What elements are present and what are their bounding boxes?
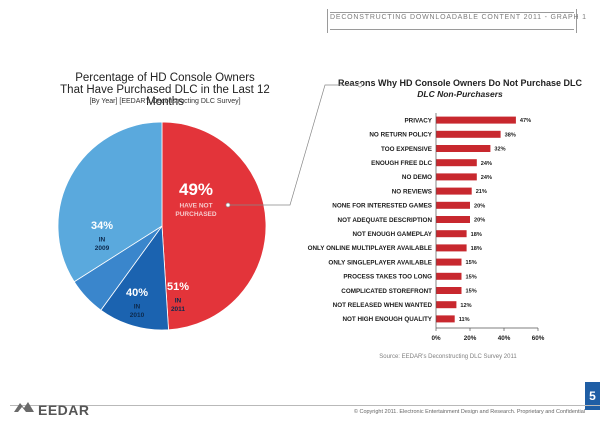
bar-category-label-not-adequate-description: NOT ADEQUATE DESCRIPTION xyxy=(338,217,433,224)
pie-slice-in-2009 xyxy=(57,121,163,283)
eedar-logo-text: EEDAR xyxy=(38,402,90,418)
connector-end-dot xyxy=(357,82,363,88)
bar-value-label-not-enough-gameplay: 18% xyxy=(471,232,482,238)
pie-label-value-in-2009: 34% xyxy=(91,220,113,232)
bar-not-enough-gameplay xyxy=(436,230,467,238)
pie-title-line1: Percentage of HD Console Owners xyxy=(75,72,255,84)
bar-category-label-only-online-multiplayer-available: ONLY ONLINE MULTIPLAYER AVAILABLE xyxy=(308,245,432,252)
bar-chart: PRIVACY 47% NO RETURN POLICY 38% TOO EXPENSI… xyxy=(308,113,545,342)
bar-value-label-complicated-storefront: 15% xyxy=(466,289,477,295)
pie-label-line1-in-2011: IN xyxy=(175,298,182,305)
bar-not-released-when-wanted xyxy=(436,301,457,309)
bar-value-label-no-demo: 24% xyxy=(481,175,492,181)
bar-none-for-interested-games xyxy=(436,201,470,209)
bar-value-label-not-adequate-description: 20% xyxy=(474,218,485,224)
bar-x-tick-label-40: 40% xyxy=(498,335,511,342)
bar-only-online-multiplayer-available xyxy=(436,244,467,252)
bar-category-label-no-return-policy: NO RETURN POLICY xyxy=(369,132,432,139)
bar-category-label-not-high-enough-quality: NOT HIGH ENOUGH QUALITY xyxy=(342,316,432,323)
copyright-text: © Copyright 2011. Electronic Entertainme… xyxy=(353,409,585,415)
bar-category-label-process-takes-too-long: PROCESS TAKES TOO LONG xyxy=(343,274,432,281)
bar-category-label-only-singleplayer-available: ONLY SINGLEPLAYER AVAILABLE xyxy=(328,259,432,266)
bar-no-demo xyxy=(436,173,477,181)
pie-label-line2-in-2009: 2009 xyxy=(95,245,110,252)
page-header-title: DECONSTRUCTING DOWNLOADABLE CONTENT 2011… xyxy=(330,14,587,21)
bar-value-label-none-for-interested-games: 20% xyxy=(474,203,485,209)
bar-too-expensive xyxy=(436,145,491,152)
bar-value-label-enough-free-dlc: 24% xyxy=(481,161,492,167)
pie-label-value-have-not-purchased: 49% xyxy=(179,180,213,199)
bar-value-label-no-return-policy: 38% xyxy=(505,132,516,138)
bar-category-label-not-enough-gameplay: NOT ENOUGH GAMEPLAY xyxy=(352,231,432,238)
bar-value-label-privacy: 47% xyxy=(520,118,531,124)
bar-category-label-none-for-interested-games: NONE FOR INTERESTED GAMES xyxy=(332,203,432,210)
pie-to-bar-connector xyxy=(225,82,363,208)
pie-chart-subtitle: [By Year] [EEDAR's Deconstructing DLC Su… xyxy=(89,98,241,105)
bar-process-takes-too-long xyxy=(436,272,462,280)
bar-value-label-process-takes-too-long: 15% xyxy=(466,274,477,280)
pie-label-line2-in-2011: 2011 xyxy=(171,306,185,313)
pie-title-line2: That Have Purchased DLC in the Last 12 M… xyxy=(60,84,270,108)
pie-label-value-in-2011: 51% xyxy=(167,281,189,293)
header-frame xyxy=(327,9,577,33)
bar-category-label-privacy: PRIVACY xyxy=(404,117,432,124)
bar-x-tick-label-0: 0% xyxy=(431,335,441,342)
bar-not-adequate-description xyxy=(436,216,470,223)
bar-category-label-not-released-when-wanted: NOT RELEASED WHEN WANTED xyxy=(333,302,433,309)
bar-value-label-only-singleplayer-available: 15% xyxy=(466,260,477,266)
pie-chart-title: Percentage of HD Console Owners That Hav… xyxy=(50,72,280,108)
bar-complicated-storefront xyxy=(436,287,462,294)
bar-category-label-too-expensive: TOO EXPENSIVE xyxy=(381,146,432,153)
pie-label-line1-in-2010: IN xyxy=(134,304,141,311)
bar-enough-free-dlc xyxy=(436,159,477,167)
pie-chart: 49%HAVE NOTPURCHASED51%IN201140%IN201034… xyxy=(57,121,267,331)
bar-privacy xyxy=(436,116,516,124)
page-number-badge: 5 xyxy=(585,382,600,410)
bar-chart-source: Source: EEDAR's Deconstructing DLC Surve… xyxy=(379,354,517,360)
bar-no-return-policy xyxy=(436,130,501,138)
pie-slice-in-2011 xyxy=(100,224,169,331)
pie-label-line1-in-2009: IN xyxy=(99,237,106,244)
bar-value-label-no-reviews: 21% xyxy=(476,189,487,195)
pie-label-line2-have-not-purchased: PURCHASED xyxy=(175,211,216,218)
bar-only-singleplayer-available xyxy=(436,258,462,266)
connector-line xyxy=(228,84,360,206)
bar-category-label-no-demo: NO DEMO xyxy=(402,174,432,181)
bar-value-label-only-online-multiplayer-available: 18% xyxy=(471,246,482,252)
pie-label-line2-in-2010: 2010 xyxy=(130,312,145,319)
bar-category-label-enough-free-dlc: ENOUGH FREE DLC xyxy=(371,160,432,167)
bar-category-label-no-reviews: NO REVIEWS xyxy=(392,188,432,195)
pie-label-line1-have-not-purchased: HAVE NOT xyxy=(179,203,212,210)
bar-x-tick-label-60: 60% xyxy=(532,335,545,342)
footer-divider xyxy=(10,405,600,406)
bar-category-label-complicated-storefront: COMPLICATED STOREFRONT xyxy=(341,288,432,295)
bar-value-label-too-expensive: 32% xyxy=(494,147,505,153)
connector-start-dot xyxy=(225,202,231,208)
bar-x-tick-label-20: 20% xyxy=(464,335,477,342)
bar-chart-subtitle: DLC Non-Purchasers xyxy=(417,89,503,99)
bar-not-high-enough-quality xyxy=(436,315,455,323)
pie-label-value-in-2010: 40% xyxy=(126,287,148,299)
bar-chart-title: Reasons Why HD Console Owners Do Not Pur… xyxy=(337,78,583,88)
bar-value-label-not-high-enough-quality: 11% xyxy=(459,317,470,323)
eedar-logo-icon xyxy=(14,402,34,412)
pie-slice-have-not-purchased xyxy=(161,121,267,331)
bar-no-reviews xyxy=(436,187,472,195)
bar-value-label-not-released-when-wanted: 12% xyxy=(460,303,471,309)
